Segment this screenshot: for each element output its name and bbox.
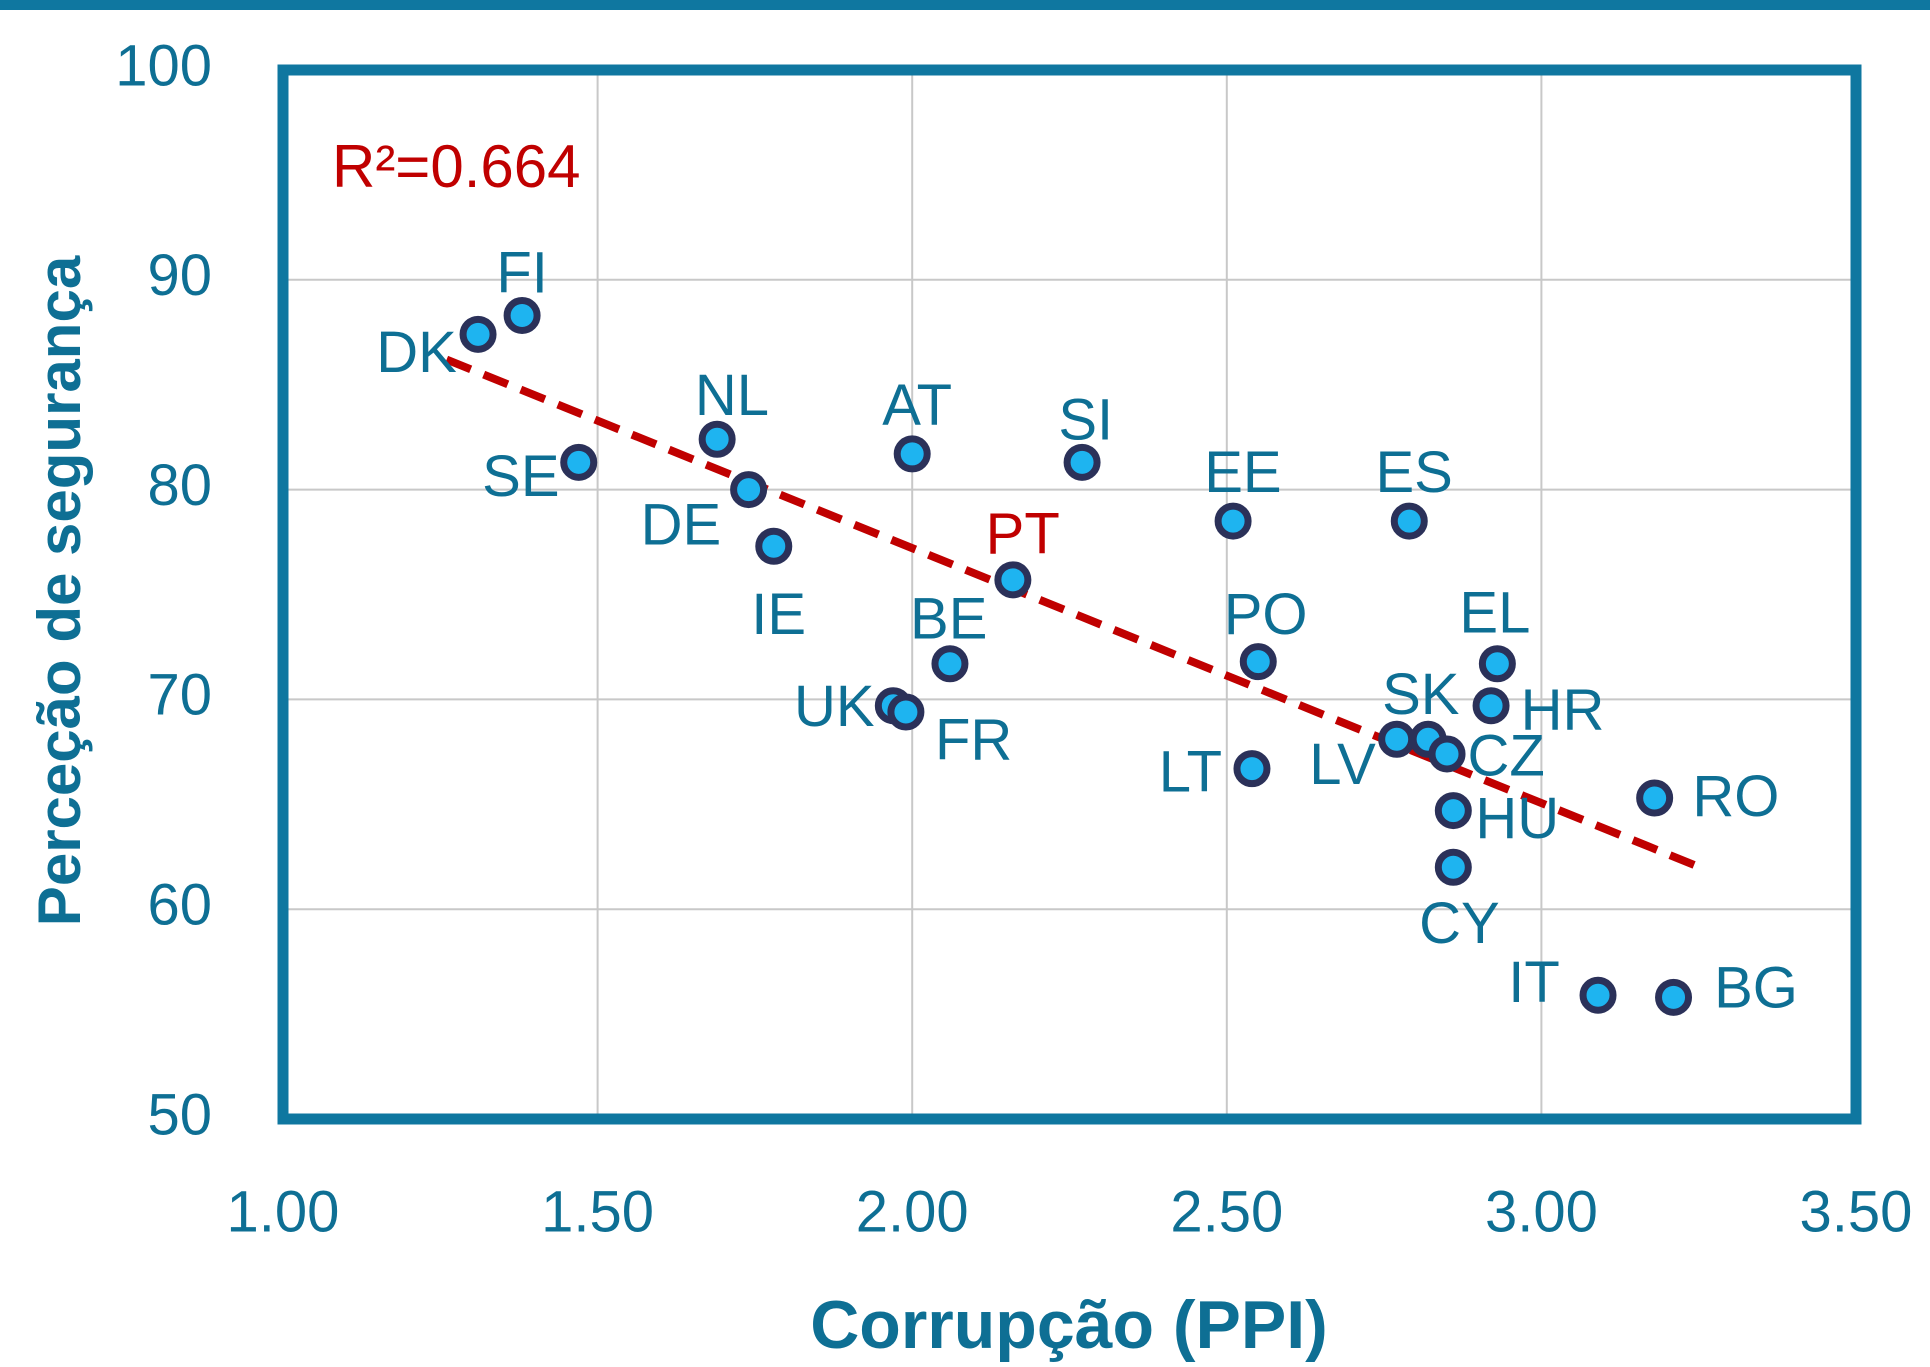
x-tick-label: 2.00 bbox=[856, 1179, 969, 1244]
point bbox=[1478, 645, 1516, 683]
point bbox=[459, 315, 497, 353]
point bbox=[755, 527, 793, 565]
point-label: DE bbox=[641, 492, 722, 557]
point bbox=[1434, 792, 1472, 830]
trendline bbox=[445, 355, 1707, 874]
point bbox=[730, 471, 768, 509]
point-label: SI bbox=[1058, 387, 1113, 452]
top-bar bbox=[0, 0, 1930, 10]
point-label: DK bbox=[376, 320, 457, 385]
point-label: SE bbox=[482, 444, 559, 509]
point bbox=[1434, 848, 1472, 886]
point bbox=[1390, 502, 1428, 540]
point-label: LV bbox=[1309, 732, 1376, 797]
point-label: FR bbox=[935, 707, 1012, 772]
y-tick-label: 60 bbox=[147, 873, 212, 938]
point-label: PO bbox=[1224, 582, 1308, 647]
point bbox=[887, 693, 925, 731]
point bbox=[1239, 643, 1277, 681]
annotation: R²=0.664 bbox=[332, 133, 581, 200]
x-tick-label: 3.00 bbox=[1485, 1179, 1598, 1244]
point-label: HU bbox=[1475, 786, 1559, 851]
point-label: UK bbox=[794, 674, 875, 739]
point-label: NL bbox=[695, 363, 769, 428]
point-label: EL bbox=[1459, 580, 1530, 645]
point bbox=[560, 443, 598, 481]
x-axis-label: Corrupção (PPI) bbox=[810, 1287, 1328, 1363]
point-label: IE bbox=[751, 582, 806, 647]
y-axis-label: Perceção de segurança bbox=[26, 255, 93, 926]
point bbox=[1233, 750, 1271, 788]
point bbox=[1579, 976, 1617, 1014]
y-tick-label: 100 bbox=[115, 33, 212, 98]
point-label: FI bbox=[496, 241, 548, 306]
point bbox=[1636, 779, 1674, 817]
y-tick-label: 80 bbox=[147, 453, 212, 518]
x-tick-label: 2.50 bbox=[1170, 1179, 1283, 1244]
point bbox=[893, 435, 931, 473]
point-label: EE bbox=[1204, 440, 1281, 505]
point bbox=[1063, 443, 1101, 481]
point-label: AT bbox=[882, 373, 952, 438]
point-label: LT bbox=[1159, 739, 1222, 804]
point bbox=[698, 420, 736, 458]
point bbox=[994, 561, 1032, 599]
point-label: ES bbox=[1376, 440, 1453, 505]
point bbox=[1472, 687, 1510, 725]
point-label: CY bbox=[1419, 891, 1500, 956]
y-tick-label: 50 bbox=[147, 1082, 212, 1147]
plot-frame bbox=[277, 64, 1862, 1125]
point-label: CZ bbox=[1467, 723, 1544, 788]
point-label: PT bbox=[986, 501, 1060, 566]
y-tick-label: 70 bbox=[147, 663, 212, 728]
point-label: BG bbox=[1714, 956, 1798, 1021]
point bbox=[1378, 720, 1416, 758]
x-tick-label: 1.00 bbox=[227, 1179, 340, 1244]
point-label: HR bbox=[1521, 678, 1605, 743]
point-label: RO bbox=[1692, 764, 1779, 829]
point-label: BE bbox=[910, 586, 987, 651]
point bbox=[931, 645, 969, 683]
point bbox=[1214, 502, 1252, 540]
x-tick-label: 1.50 bbox=[541, 1179, 654, 1244]
point bbox=[1428, 735, 1466, 773]
point-label: SK bbox=[1382, 662, 1460, 727]
point bbox=[1655, 978, 1693, 1016]
point-label: IT bbox=[1508, 950, 1560, 1015]
y-tick-label: 90 bbox=[147, 243, 212, 308]
point bbox=[503, 296, 541, 334]
x-tick-label: 3.50 bbox=[1800, 1179, 1913, 1244]
